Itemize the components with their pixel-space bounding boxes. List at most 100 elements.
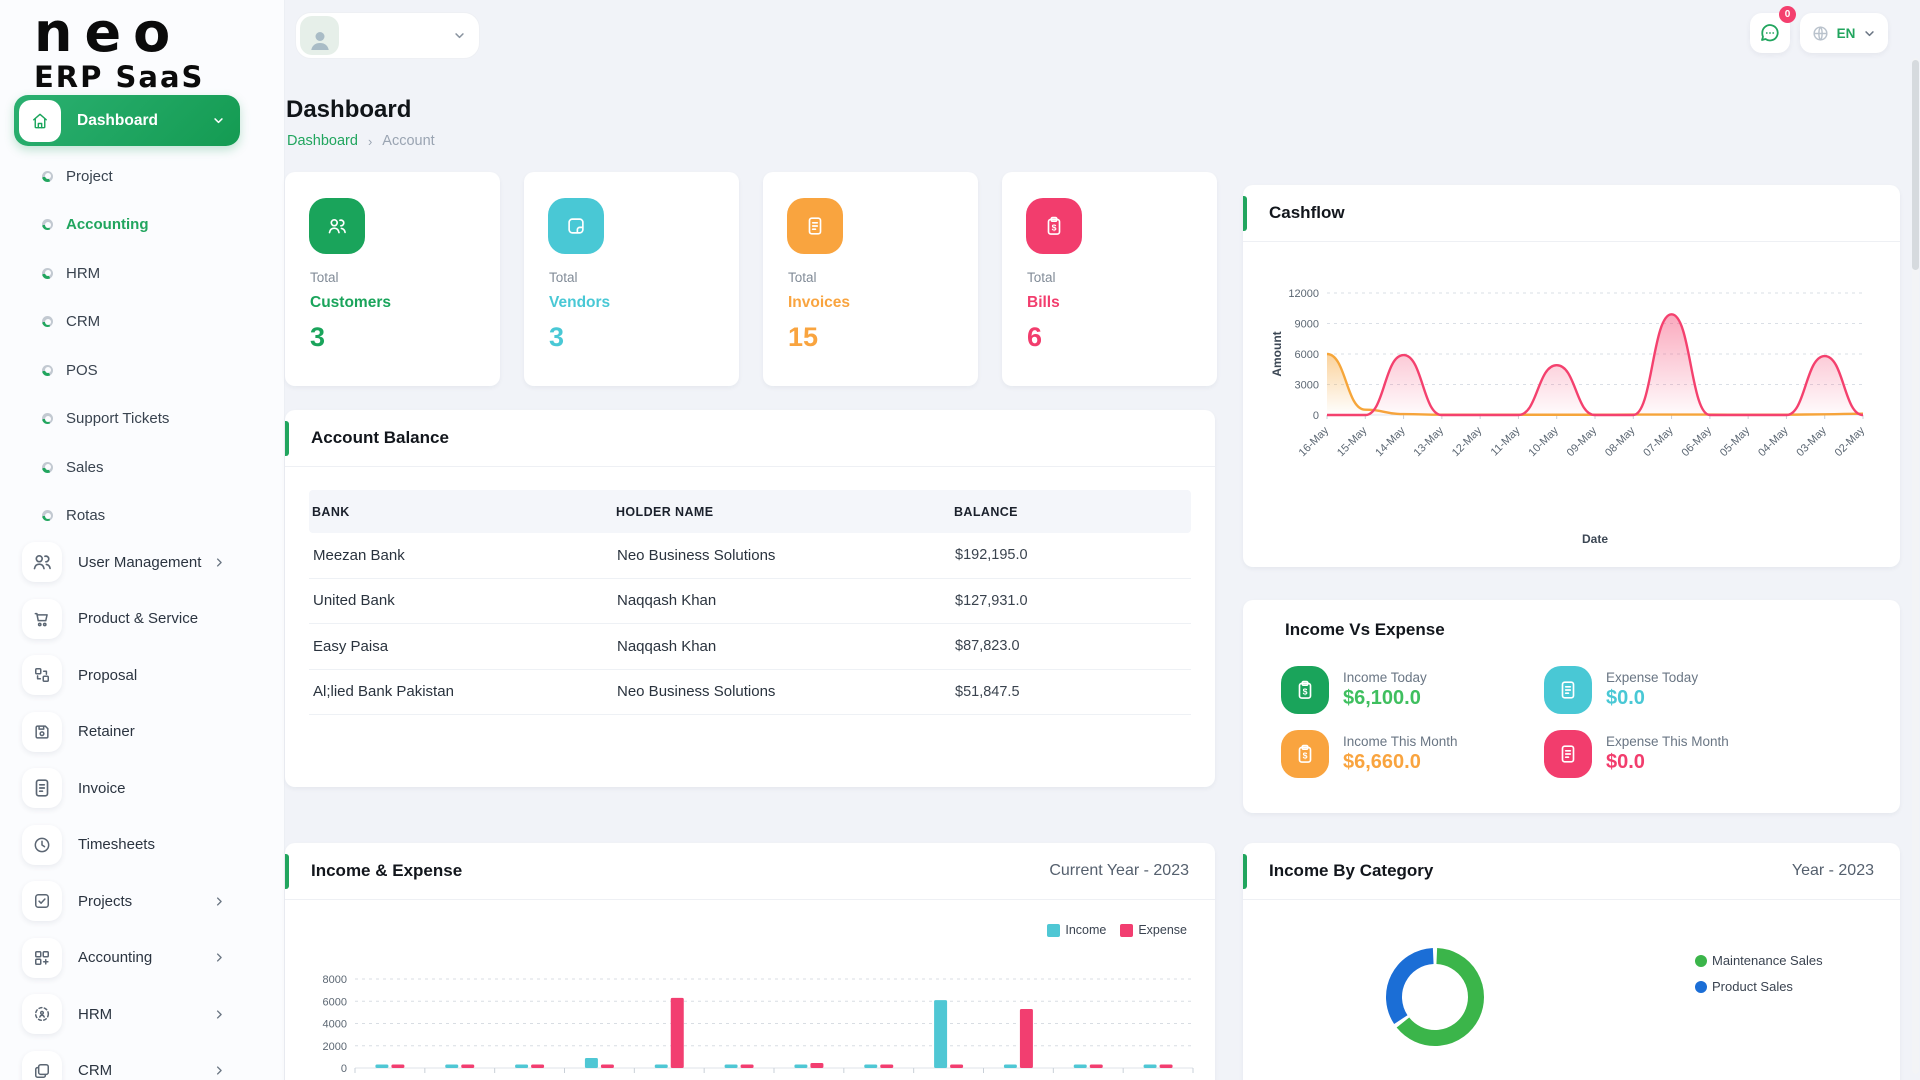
cashflow-title: Cashflow	[1269, 203, 1345, 222]
svg-text:0: 0	[341, 1063, 347, 1075]
cell-bank: Al;lied Bank Pakistan	[313, 683, 454, 701]
grid-plus-icon	[22, 937, 62, 978]
sidebar-item-dashboard[interactable]: Dashboard	[14, 95, 240, 146]
stat-prefix: Total	[788, 270, 817, 285]
language-selector[interactable]: EN	[1800, 13, 1888, 53]
stat-value: 3	[310, 322, 326, 352]
sidebar-item-label: Support Tickets	[66, 410, 170, 428]
sidebar-item-label: Product & Service	[78, 610, 199, 628]
sidebar-item-invoice[interactable]: Invoice	[0, 760, 285, 817]
sidebar-item-user-management[interactable]: User Management	[0, 534, 285, 591]
metric-label: Expense Today	[1606, 670, 1699, 685]
account-balance-table: BANK HOLDER NAME BALANCE Meezan Bank Neo B…	[309, 490, 1191, 715]
breadcrumb-dashboard[interactable]: Dashboard	[287, 133, 358, 149]
table-row: Meezan Bank Neo Business Solutions $192,…	[309, 533, 1191, 579]
cell-balance: $87,823.0	[955, 638, 1020, 655]
sidebar-item-label: HRM	[78, 1005, 113, 1023]
page-scrollbar	[1912, 58, 1919, 1074]
clipboard-dollar-icon: $	[1281, 666, 1329, 714]
sidebar-item-crm[interactable]: CRM	[0, 298, 285, 347]
table-header-row: BANK HOLDER NAME BALANCE	[309, 490, 1191, 533]
svg-text:13-May: 13-May	[1412, 424, 1447, 459]
table-row: United Bank Naqqash Khan $127,931.0	[309, 579, 1191, 624]
stat-value: 6	[1027, 322, 1043, 352]
sidebar-item-proposal[interactable]: Proposal	[0, 647, 285, 704]
svg-text:4000: 4000	[323, 1019, 347, 1031]
accent-bar	[285, 421, 289, 456]
svg-text:07-May: 07-May	[1641, 424, 1676, 459]
cell-balance: $127,931.0	[955, 592, 1028, 609]
sidebar-item-sales[interactable]: Sales	[0, 443, 285, 492]
bar-chart-legend: Income Expense	[1047, 923, 1187, 937]
metric-label: Expense This Month	[1606, 734, 1729, 749]
account-balance-card: Account Balance BANK HOLDER NAME BALANCE M…	[285, 410, 1215, 787]
stat-card-invoices[interactable]: Total Invoices 15	[763, 172, 978, 386]
svg-text:08-May: 08-May	[1603, 424, 1638, 459]
stat-prefix: Total	[549, 270, 578, 285]
legend-swatch	[1120, 923, 1134, 937]
sidebar-item-accounting[interactable]: Accounting	[0, 930, 285, 987]
accent-bar	[1243, 196, 1247, 231]
sidebar-item-support-tickets[interactable]: Support Tickets	[0, 395, 285, 444]
bullet-icon	[42, 461, 53, 473]
invoice-icon	[22, 768, 62, 809]
metric-label: Income This Month	[1343, 734, 1458, 749]
chevron-right-icon	[212, 555, 227, 570]
check-square-icon	[22, 881, 62, 922]
svg-text:04-May: 04-May	[1756, 424, 1791, 459]
cell-balance: $192,195.0	[955, 547, 1028, 564]
sidebar-item-timesheets[interactable]: Timesheets	[0, 817, 285, 874]
income-by-category-period: Year - 2023	[1791, 862, 1874, 879]
users-icon	[309, 198, 365, 254]
donut-legend: Maintenance Sales Product Sales	[1695, 953, 1823, 994]
sidebar-item-hrm[interactable]: HRM	[0, 986, 285, 1043]
save-icon	[22, 711, 62, 752]
user-profile-dropdown[interactable]	[295, 12, 480, 59]
svg-text:Date: Date	[1582, 532, 1608, 546]
income-expense-title: Income & Expense	[311, 861, 463, 880]
column-header-bank: BANK	[312, 504, 350, 519]
scrollbar-thumb[interactable]	[1912, 60, 1919, 270]
sidebar-item-retainer[interactable]: Retainer	[0, 704, 285, 761]
svg-text:09-May: 09-May	[1565, 424, 1600, 459]
svg-text:2000: 2000	[323, 1041, 347, 1053]
stat-card-vendors[interactable]: Total Vendors 3	[524, 172, 739, 386]
sidebar-item-pos[interactable]: POS	[0, 346, 285, 395]
avatar	[300, 16, 339, 55]
sidebar-item-crm[interactable]: CRM	[0, 1043, 285, 1080]
chat-icon	[1758, 21, 1782, 45]
app-logo[interactable]: neo ERP SaaS	[34, 1, 204, 93]
stat-card-bills[interactable]: $ Total Bills 6	[1002, 172, 1217, 386]
cart-icon	[22, 598, 62, 639]
cell-holder: Naqqash Khan	[617, 592, 717, 610]
sidebar-item-rotas[interactable]: Rotas	[0, 492, 285, 541]
table-body: Meezan Bank Neo Business Solutions $192,…	[309, 533, 1191, 715]
logo-text-top: neo	[34, 1, 183, 64]
svg-text:05-May: 05-May	[1718, 424, 1753, 459]
stat-card-customers[interactable]: Total Customers 3	[285, 172, 500, 386]
svg-text:12-May: 12-May	[1450, 424, 1485, 459]
income-by-category-header: Income By Category Year - 2023	[1243, 843, 1900, 900]
sidebar-item-project[interactable]: Project	[0, 152, 285, 201]
sidebar-item-label: POS	[66, 361, 98, 379]
globe-icon	[1811, 24, 1830, 43]
sidebar-item-projects[interactable]: Projects	[0, 873, 285, 930]
messages-button[interactable]: 0	[1750, 6, 1796, 53]
cell-balance: $51,847.5	[955, 683, 1020, 700]
legend-expense: Expense	[1120, 923, 1187, 937]
sidebar-item-label: Projects	[78, 892, 133, 910]
clock-icon	[22, 824, 62, 865]
users-icon	[22, 542, 62, 583]
sidebar-item-hrm[interactable]: HRM	[0, 249, 285, 298]
chevron-right-icon	[212, 950, 227, 965]
bullet-icon	[42, 316, 53, 328]
svg-text:11-May: 11-May	[1489, 424, 1523, 458]
svg-text:10-May: 10-May	[1526, 424, 1561, 459]
sidebar-item-product-service[interactable]: Product & Service	[0, 591, 285, 648]
income-expense-card: Income & Expense Current Year - 2023 Inc…	[285, 843, 1215, 1080]
chevron-right-icon	[212, 894, 227, 909]
sidebar-item-accounting[interactable]: Accounting	[0, 201, 285, 250]
column-header-balance: BALANCE	[954, 504, 1018, 519]
breadcrumb-account: Account	[382, 133, 435, 149]
cashflow-card: Cashflow 0 3000 6000 9000 12000 16-May 15-May 1…	[1243, 185, 1900, 567]
